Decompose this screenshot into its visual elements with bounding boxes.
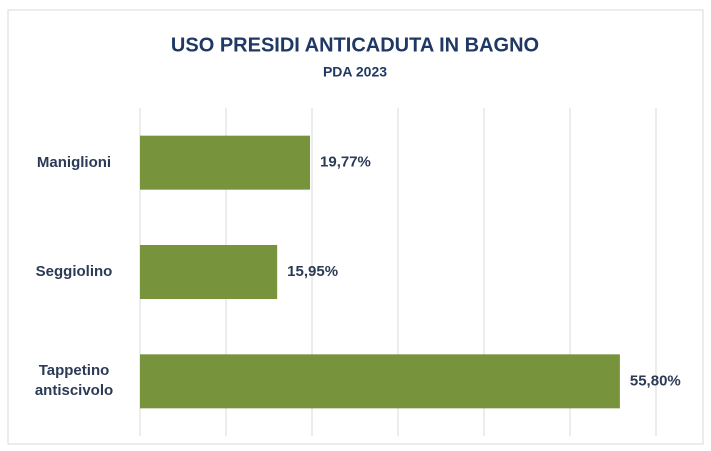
data-label: 19,77% — [320, 154, 371, 171]
data-label: 55,80% — [630, 372, 681, 389]
y-tick-label: Maniglioni — [36, 153, 112, 171]
bar — [140, 245, 278, 299]
bar — [140, 135, 311, 190]
data-label: 15,95% — [287, 263, 338, 280]
y-tick-label: Seggiolino — [35, 263, 113, 280]
bar — [140, 354, 620, 409]
y-tick-label: Tappetino antiscivolo — [34, 362, 114, 400]
chart-title: USO PRESIDI ANTICADUTA IN BAGNO — [171, 34, 539, 56]
chart-subtitle: PDA 2023 — [323, 64, 387, 80]
